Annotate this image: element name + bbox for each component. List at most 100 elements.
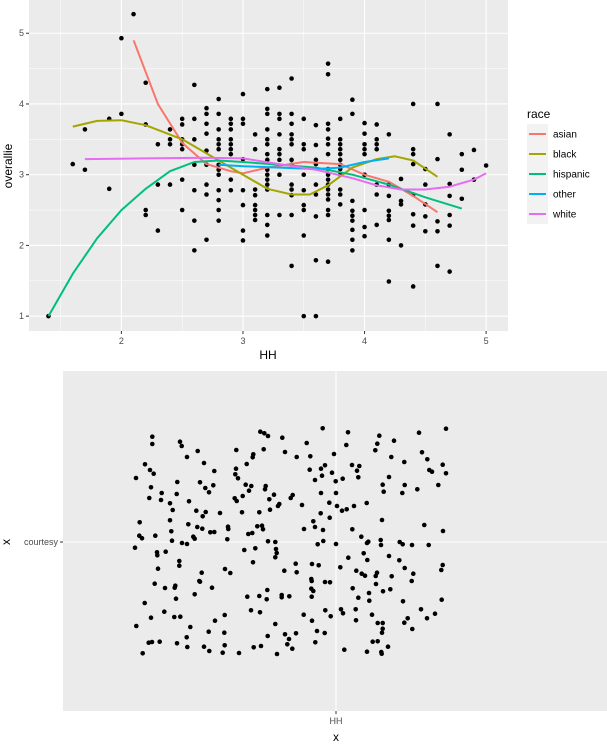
jitter-point <box>402 482 408 488</box>
jitter-point <box>318 466 324 472</box>
jitter-point <box>409 578 415 584</box>
jitter-point <box>366 590 372 596</box>
data-point <box>374 146 380 152</box>
jitter-point <box>262 487 268 492</box>
data-point <box>192 116 197 122</box>
jitter-point <box>309 594 315 599</box>
data-point <box>313 192 319 197</box>
jitter-point <box>211 483 216 488</box>
jitter-point <box>346 555 351 560</box>
data-point <box>325 177 331 182</box>
jitter-point <box>364 500 370 506</box>
jitter-point <box>174 641 180 646</box>
data-point <box>337 202 343 207</box>
jitter-point <box>206 629 211 634</box>
jitter-point <box>386 553 392 559</box>
smooth-line-hispanic <box>47 159 463 317</box>
data-point <box>447 193 452 199</box>
data-point <box>362 207 367 213</box>
y-tick-label: 1 <box>19 311 24 321</box>
jitter-point <box>309 561 315 567</box>
data-point <box>277 157 282 163</box>
data-point <box>204 192 209 197</box>
jitter-point <box>265 587 270 593</box>
jitter-point <box>179 443 184 449</box>
jitter-point <box>380 482 386 488</box>
data-point <box>374 222 380 228</box>
jitter-point <box>309 578 315 584</box>
data-point <box>216 197 221 203</box>
jitter-point <box>389 574 395 579</box>
jitter-point <box>327 580 333 585</box>
jitter-point <box>340 476 346 482</box>
data-point <box>277 85 282 91</box>
data-point <box>398 198 404 204</box>
jitter-point <box>314 628 320 634</box>
jitter-point <box>301 526 307 532</box>
data-point <box>362 233 367 239</box>
jitter-point <box>356 595 361 600</box>
jitter-point <box>265 539 271 544</box>
data-point <box>289 141 294 147</box>
jitter-point <box>375 639 381 644</box>
data-point <box>301 141 307 147</box>
jitter-point <box>200 526 205 531</box>
data-point <box>240 116 246 122</box>
data-point <box>313 182 319 187</box>
jitter-point <box>333 479 339 484</box>
data-point <box>435 101 440 107</box>
jitter-point <box>315 542 321 547</box>
jitter-point <box>340 611 346 616</box>
jitter-point <box>320 527 326 533</box>
data-point <box>277 146 282 152</box>
data-point <box>337 116 343 122</box>
data-point <box>264 182 270 187</box>
jitter-point <box>242 547 247 553</box>
data-point <box>204 105 209 111</box>
jitter-point <box>290 646 295 651</box>
data-point <box>264 157 270 163</box>
data-point <box>410 161 416 167</box>
top-x-axis-title: HH <box>259 348 276 362</box>
data-point <box>301 202 307 208</box>
jitter-point <box>132 545 138 550</box>
jitter-point <box>234 447 239 453</box>
data-point <box>204 131 209 136</box>
data-point <box>337 192 343 197</box>
jitter-point <box>203 485 208 491</box>
data-point <box>192 82 197 88</box>
data-point <box>228 177 234 182</box>
jitter-point <box>245 594 250 599</box>
data-point <box>264 177 270 182</box>
jitter-point <box>279 595 285 600</box>
jitter-point <box>389 454 394 460</box>
data-point <box>82 167 88 173</box>
jitter-point <box>134 623 139 629</box>
data-point <box>216 162 221 168</box>
jitter-point <box>246 488 252 494</box>
jitter-point <box>212 618 218 623</box>
jitter-point <box>373 581 379 587</box>
jitter-point <box>354 568 359 573</box>
jitter-point <box>327 500 332 506</box>
data-point <box>313 122 319 128</box>
jitter-point <box>142 600 147 606</box>
jitter-point <box>385 644 391 649</box>
jitter-point <box>365 557 370 563</box>
data-point <box>167 127 173 132</box>
jitter-point <box>137 520 142 525</box>
data-point <box>264 212 270 218</box>
data-point <box>228 127 234 132</box>
data-point <box>447 132 452 137</box>
data-point <box>264 233 270 238</box>
jitter-point <box>402 620 407 625</box>
jitter-point <box>311 588 316 594</box>
jitter-point <box>377 433 382 439</box>
jitter-point <box>253 546 258 551</box>
jitter-point <box>301 612 307 617</box>
data-point <box>240 91 246 97</box>
jitter-point <box>233 472 238 477</box>
legend: race asian black hispanic other white <box>527 107 590 224</box>
data-point <box>192 137 197 142</box>
